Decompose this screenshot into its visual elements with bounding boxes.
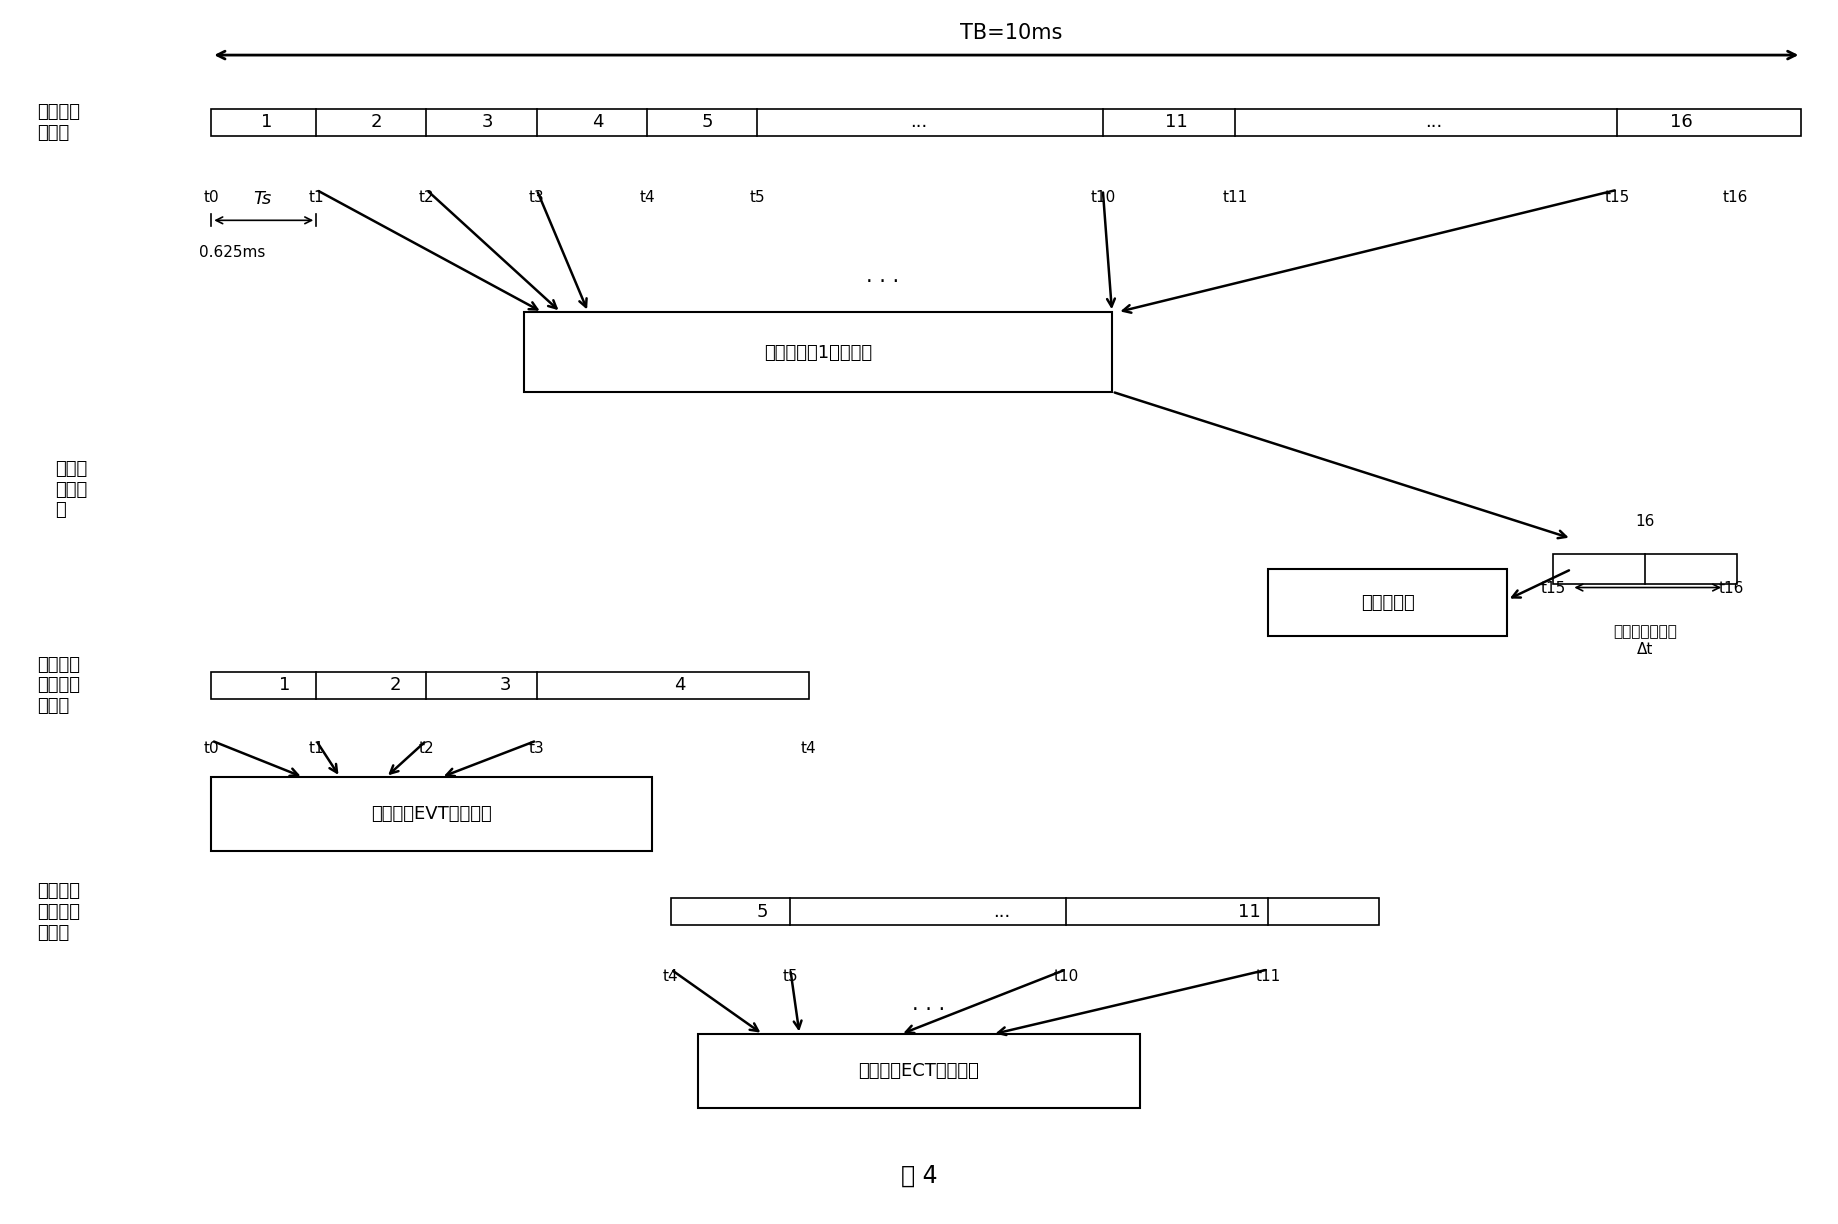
FancyBboxPatch shape: [524, 312, 1112, 392]
FancyBboxPatch shape: [698, 1034, 1140, 1108]
Text: 16: 16: [1671, 114, 1693, 131]
Text: · · ·: · · ·: [866, 272, 899, 291]
Text: 2: 2: [390, 677, 401, 694]
Text: TB=10ms: TB=10ms: [959, 23, 1062, 43]
Text: Ts: Ts: [254, 190, 272, 208]
Text: t15: t15: [1540, 581, 1566, 596]
Text: 11: 11: [1165, 114, 1187, 131]
Text: 定时计数器1溢出中断: 定时计数器1溢出中断: [765, 344, 871, 361]
Text: t0: t0: [204, 741, 219, 755]
Text: · · ·: · · ·: [912, 1000, 945, 1020]
Text: t4: t4: [801, 741, 816, 755]
Text: 2: 2: [371, 114, 382, 131]
Text: 系统虚拟
时间轴: 系统虚拟 时间轴: [37, 103, 79, 142]
Text: t3: t3: [529, 190, 544, 204]
Text: 0.625ms: 0.625ms: [199, 245, 265, 259]
Text: 5: 5: [702, 114, 713, 131]
Text: 同步帧
发送窗
口: 同步帧 发送窗 口: [55, 460, 88, 519]
FancyBboxPatch shape: [1553, 553, 1737, 585]
FancyBboxPatch shape: [1268, 569, 1507, 636]
Text: 1: 1: [261, 114, 272, 131]
Text: t5: t5: [783, 969, 798, 984]
Text: 11: 11: [1239, 903, 1261, 920]
Text: t0: t0: [204, 190, 219, 204]
Text: 5: 5: [757, 903, 768, 920]
Text: t16: t16: [1719, 581, 1744, 596]
Text: t3: t3: [529, 741, 544, 755]
Text: 16: 16: [1636, 514, 1654, 529]
Text: 主单元模
块数据发
送窗口: 主单元模 块数据发 送窗口: [37, 656, 79, 715]
Text: 3: 3: [482, 114, 493, 131]
Text: ...: ...: [993, 903, 1011, 920]
Text: t10: t10: [1053, 969, 1079, 984]
Text: 3: 3: [500, 677, 511, 694]
Text: 从单元模
块数据发
送窗口: 从单元模 块数据发 送窗口: [37, 883, 79, 941]
Text: 同步帧发送时间
Δt: 同步帧发送时间 Δt: [1614, 624, 1676, 656]
FancyBboxPatch shape: [671, 898, 1378, 925]
Text: 1: 1: [279, 677, 290, 694]
Text: ...: ...: [1424, 114, 1443, 131]
Text: t4: t4: [640, 190, 654, 204]
FancyBboxPatch shape: [211, 672, 809, 699]
FancyBboxPatch shape: [211, 109, 1801, 136]
Text: t2: t2: [419, 190, 434, 204]
Text: 4: 4: [675, 677, 686, 694]
FancyBboxPatch shape: [211, 777, 652, 851]
Text: 图 4: 图 4: [901, 1163, 937, 1187]
Text: t5: t5: [750, 190, 765, 204]
Text: 开始发送ECT采样数据: 开始发送ECT采样数据: [858, 1062, 980, 1080]
Text: t11: t11: [1222, 190, 1248, 204]
Text: t11: t11: [1255, 969, 1281, 984]
Text: t4: t4: [664, 969, 678, 984]
Text: t16: t16: [1722, 190, 1748, 204]
Text: 发送同步帧: 发送同步帧: [1360, 595, 1415, 612]
Text: 4: 4: [592, 114, 603, 131]
Text: t15: t15: [1605, 190, 1630, 204]
Text: t10: t10: [1090, 190, 1116, 204]
Text: t1: t1: [309, 190, 323, 204]
Text: t2: t2: [419, 741, 434, 755]
Text: ...: ...: [910, 114, 928, 131]
Text: t1: t1: [309, 741, 323, 755]
Text: 开始发送EVT采样数据: 开始发送EVT采样数据: [371, 805, 493, 823]
